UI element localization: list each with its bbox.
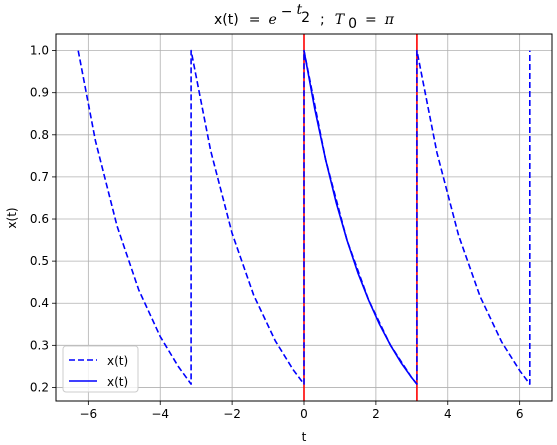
- axis-ticks: −6 −4 −2 0 2 4 6 0.2 0.3 0.4 0.5 0.6 0.7 0.8 0.9 1.0: [30, 44, 524, 421]
- x-tick-label: −6: [79, 407, 97, 421]
- y-tick-label: 0.6: [30, 212, 49, 226]
- title-exp-den: 2: [301, 10, 310, 26]
- y-tick-label: 1.0: [30, 44, 49, 58]
- title-exp-num: t: [296, 2, 302, 18]
- y-tick-label: 0.9: [30, 86, 49, 100]
- title-period-equals: =: [365, 12, 377, 28]
- x-tick-label: 6: [516, 407, 524, 421]
- x-tick-label: 0: [300, 407, 308, 421]
- chart-title: x(t) = e − t 2 ; T 0 = π: [214, 1, 395, 32]
- title-equals: =: [249, 12, 261, 28]
- title-period-subscript: 0: [348, 16, 357, 32]
- y-tick-label: 0.4: [30, 296, 49, 310]
- y-tick-label: 0.8: [30, 128, 49, 142]
- x-tick-label: 2: [372, 407, 380, 421]
- title-base: e: [268, 12, 276, 28]
- title-separator: ;: [320, 12, 325, 28]
- series-one-period-solid: [303, 50, 418, 385]
- y-tick-label: 0.3: [30, 338, 49, 352]
- title-period-value: π: [384, 12, 395, 28]
- title-exp-sign: −: [281, 4, 293, 20]
- series-periodic-dashed: [77, 49, 531, 385]
- legend-label-dashed: x(t): [107, 354, 128, 368]
- x-tick-label: −2: [223, 407, 241, 421]
- y-tick-label: 0.2: [30, 380, 49, 394]
- y-axis-label: x(t): [5, 207, 19, 228]
- legend: x(t) x(t): [62, 345, 139, 393]
- title-period-symbol: T: [335, 12, 346, 28]
- title-prefix: x(t): [214, 12, 239, 28]
- legend-label-solid: x(t): [107, 375, 128, 389]
- x-tick-label: 4: [444, 407, 452, 421]
- red-vertical-lines: [303, 34, 418, 401]
- y-tick-label: 0.7: [30, 170, 49, 184]
- x-axis-label: t: [302, 430, 307, 444]
- x-tick-label: −4: [151, 407, 169, 421]
- y-tick-label: 0.5: [30, 254, 49, 268]
- series-lines: [77, 49, 531, 385]
